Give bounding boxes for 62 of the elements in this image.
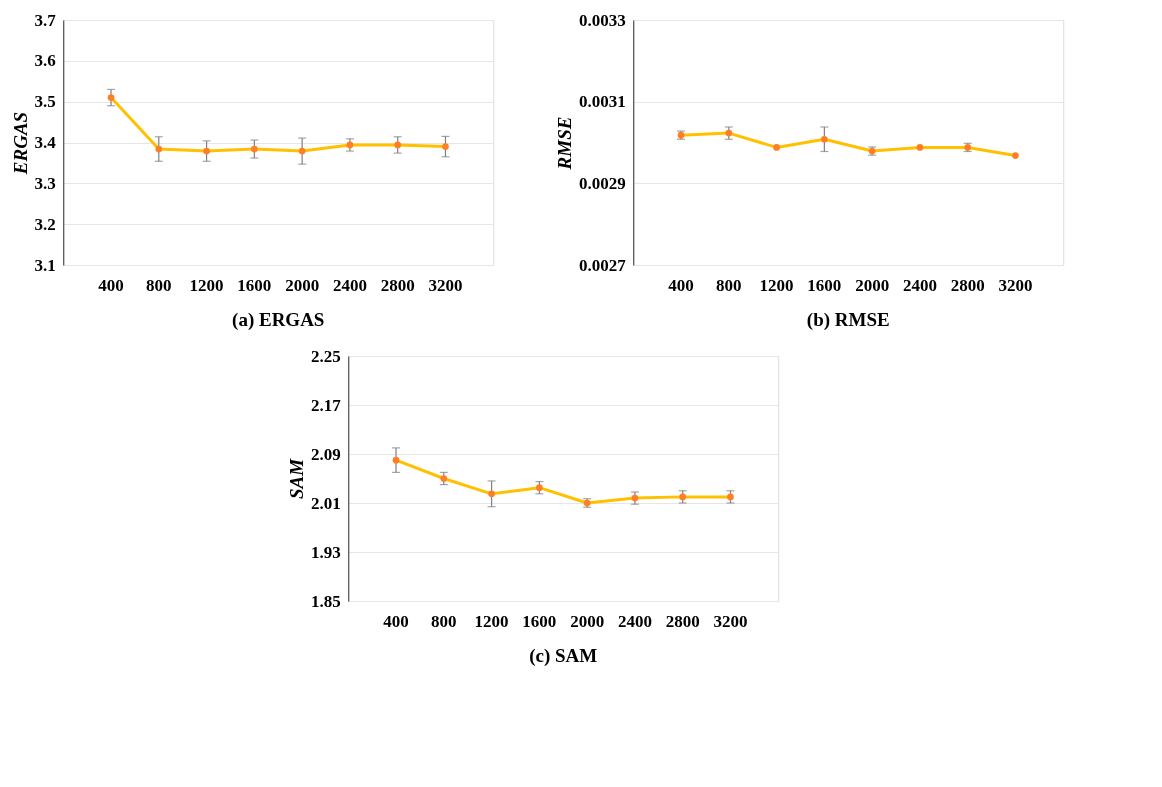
point <box>203 147 210 155</box>
x-tick-label: 1600 <box>237 275 272 295</box>
y-axis-title: RMSE <box>554 116 575 171</box>
y-tick-label: 3.3 <box>34 173 56 193</box>
y-tick-label: 0.0029 <box>579 173 626 193</box>
y-tick-label: 0.0033 <box>579 10 626 30</box>
y-tick-label: 2.09 <box>311 444 341 464</box>
x-tick-label: 800 <box>146 275 172 295</box>
point <box>536 484 543 492</box>
x-tick-label: 2000 <box>855 275 890 295</box>
point <box>442 143 449 150</box>
x-tick-label: 2000 <box>285 275 320 295</box>
point <box>298 147 306 155</box>
y-tick-label: 0.0027 <box>579 255 627 275</box>
y-tick-label: 1.93 <box>311 542 341 562</box>
y-tick-label: 2.17 <box>311 395 342 415</box>
x-tick-label: 2400 <box>902 275 937 295</box>
y-tick-label: 3.4 <box>34 133 57 152</box>
y-axis-title: ERGAS <box>9 111 31 176</box>
x-tick-label: 2400 <box>332 275 367 295</box>
text: (b) RMSE <box>806 309 890 331</box>
x-tick-label: 1200 <box>189 275 224 295</box>
point <box>916 144 924 151</box>
x-tick-label: 2800 <box>665 611 700 631</box>
text: (a) ERGAS <box>232 309 325 331</box>
y-tick-label: 3.7 <box>34 10 57 30</box>
x-tick-label: 2800 <box>950 275 985 295</box>
point <box>251 145 258 153</box>
x-tick-label: 1600 <box>807 275 842 295</box>
point <box>394 141 402 149</box>
point <box>488 490 495 498</box>
x-tick-label: 3200 <box>713 611 748 631</box>
x-tick-label: 1200 <box>759 275 794 295</box>
x-tick-label: 3200 <box>428 275 463 295</box>
point <box>821 135 828 143</box>
x-tick-label: 2000 <box>570 611 605 631</box>
point <box>107 94 115 101</box>
x-tick-label: 400 <box>98 275 124 295</box>
point <box>773 144 780 151</box>
y-tick-label: 3.5 <box>34 92 56 112</box>
y-tick-label: 3.2 <box>34 214 56 234</box>
y-tick-label: 2.25 <box>311 346 341 366</box>
y-tick-label: 0.0031 <box>579 92 626 112</box>
x-tick-label: 400 <box>383 611 409 631</box>
y-tick-label: 2.01 <box>311 493 341 513</box>
point <box>392 456 400 464</box>
text: (c) SAM <box>529 645 598 667</box>
y-tick-label: 3.1 <box>34 255 56 275</box>
x-tick-label: 1200 <box>474 611 509 631</box>
x-tick-label: 800 <box>716 275 742 295</box>
point <box>440 475 448 482</box>
x-tick-label: 1600 <box>522 611 557 631</box>
x-tick-label: 2800 <box>380 275 415 295</box>
y-tick-label: 3.6 <box>34 51 56 71</box>
y-axis-title: SAM <box>286 457 307 500</box>
x-tick-label: 2400 <box>617 611 652 631</box>
point <box>155 145 163 153</box>
x-tick-label: 800 <box>431 611 457 631</box>
y-tick-label: 1.85 <box>311 591 341 611</box>
x-tick-label: 400 <box>668 275 694 295</box>
x-tick-label: 3200 <box>998 275 1033 295</box>
point <box>1012 152 1019 159</box>
